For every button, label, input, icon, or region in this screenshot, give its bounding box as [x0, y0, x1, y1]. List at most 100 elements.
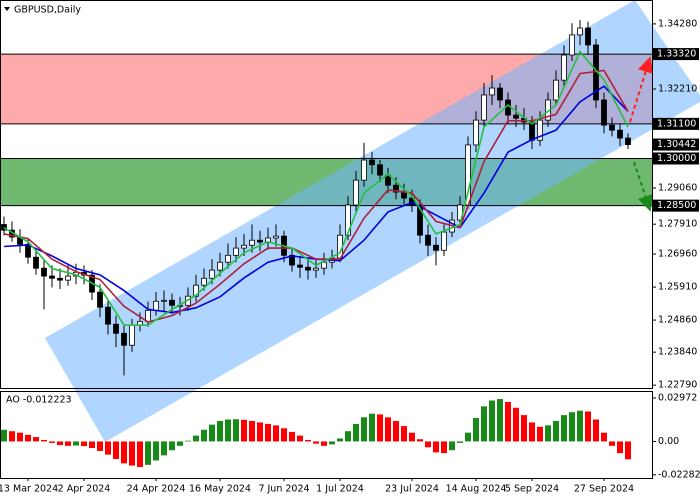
candle-body [113, 323, 119, 334]
candle-body [625, 137, 631, 145]
candle-body [617, 129, 623, 139]
ao-bar [265, 423, 271, 442]
price-label-box [653, 117, 699, 130]
ao-bar [521, 415, 527, 442]
ao-bar [33, 437, 39, 442]
ao-frame [0, 391, 653, 479]
candle-body [233, 247, 239, 256]
ao-plot [1, 399, 631, 468]
ao-bar [329, 441, 335, 445]
ao-bar [489, 400, 495, 442]
candle-body [57, 277, 63, 281]
ao-bar [161, 441, 167, 456]
candle-body [393, 184, 399, 193]
down-arrow [633, 161, 654, 212]
candle-body [489, 87, 495, 96]
candle-body [129, 324, 135, 346]
candle-body [433, 244, 439, 251]
candle-body [473, 119, 479, 146]
candle-body [49, 275, 55, 279]
candle-body [313, 267, 319, 271]
ao-bar [377, 414, 383, 442]
ao-bar [41, 439, 47, 442]
x-tick-label: 13 Mar 2024 [0, 484, 58, 495]
ao-bar [409, 432, 415, 442]
ao-bar [65, 441, 71, 446]
ao-bar [57, 441, 63, 446]
candle-body [33, 256, 39, 269]
ao-bar [129, 441, 135, 466]
ao-bar [569, 412, 575, 442]
ao-bar [497, 399, 503, 442]
price-label: 1.28500 [657, 200, 696, 211]
candle-body [241, 244, 247, 249]
ao-bar [609, 441, 615, 446]
ao-bar [281, 428, 287, 442]
candle-body [553, 79, 559, 101]
ao-title: AO -0.012223 [6, 395, 72, 406]
price-label: 1.31100 [657, 118, 696, 129]
x-tick-label: 7 Jun 2024 [258, 484, 309, 495]
price-label-box [653, 138, 699, 151]
price-label-box [653, 199, 699, 212]
ao-bar [345, 431, 351, 442]
x-tick-label: 5 Sep 2024 [505, 484, 559, 495]
levels [0, 53, 652, 207]
x-tick-label: 2 Apr 2024 [58, 484, 111, 495]
candle-body [481, 94, 487, 121]
candle-body [537, 119, 543, 141]
ao-bar [385, 417, 391, 442]
ao-bar [289, 431, 295, 442]
candle-body [417, 204, 423, 236]
x-tick-label: 23 Jul 2024 [385, 484, 439, 495]
ao-bar [201, 429, 207, 442]
y-tick-label: 1.27910 [658, 219, 697, 230]
ao-bar [225, 419, 231, 442]
candle-body [425, 234, 431, 246]
x-tick-label: 24 Apr 2024 [127, 484, 186, 495]
ao-bar [577, 410, 583, 442]
ao-bar [49, 441, 55, 443]
price-plot [1, 20, 631, 376]
candle-body [41, 267, 47, 277]
ao-bar [593, 419, 599, 442]
ao-bar [17, 432, 23, 442]
ao-bar [113, 441, 119, 459]
ao-bar [537, 426, 543, 442]
ao-bar [545, 425, 551, 442]
candle-body [497, 87, 503, 101]
ao-bar [145, 441, 151, 465]
ao-bar [97, 441, 103, 451]
ao-bar [313, 441, 319, 444]
y-tick-label: 1.23840 [658, 347, 697, 358]
price-label-box [653, 152, 699, 165]
ao-bar [9, 431, 15, 442]
candle-body [305, 266, 311, 271]
x-tick-label: 14 Aug 2024 [446, 484, 507, 495]
ao-bar [185, 440, 191, 442]
price-label: 1.30442 [657, 139, 696, 150]
candle-body [441, 231, 447, 251]
ao-bar [25, 434, 31, 442]
ao-bar [601, 432, 607, 442]
ao-bar [1, 429, 7, 442]
ao-bar [297, 435, 303, 442]
ao-tick-label: -0.022821 [658, 469, 700, 480]
candle-body [257, 239, 263, 243]
candle-body [345, 204, 351, 236]
price-label: 1.33320 [657, 49, 696, 60]
candle-body [609, 124, 615, 131]
ao-bar [425, 441, 431, 448]
ao-bar [465, 432, 471, 442]
y-tick-label: 1.29060 [658, 183, 697, 194]
ao-bar [73, 441, 79, 446]
up-arrow [629, 56, 654, 123]
candle-body [97, 291, 103, 308]
price-label-box [653, 48, 699, 61]
y-tick-label: 1.24860 [658, 315, 697, 326]
ao-bar [153, 441, 159, 461]
chart-title: GBPUSD,Daily [14, 5, 81, 16]
candle-body [169, 299, 175, 306]
ao-bar [105, 441, 111, 455]
